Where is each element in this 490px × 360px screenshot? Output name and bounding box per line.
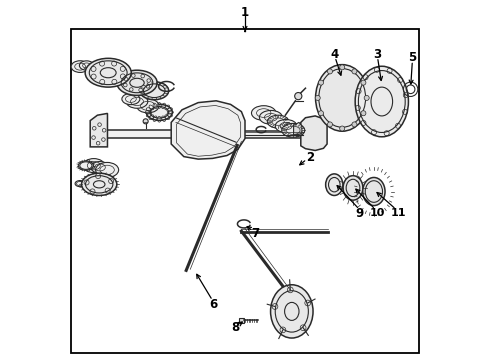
Ellipse shape	[316, 65, 369, 131]
Text: 5: 5	[408, 51, 416, 64]
Ellipse shape	[83, 158, 104, 173]
Ellipse shape	[96, 162, 119, 177]
Circle shape	[315, 95, 320, 100]
Text: 9: 9	[355, 207, 364, 220]
Ellipse shape	[71, 61, 89, 72]
Text: 8: 8	[231, 321, 239, 334]
Text: 3: 3	[373, 48, 382, 60]
Circle shape	[318, 80, 323, 85]
Ellipse shape	[275, 120, 297, 132]
Text: 7: 7	[252, 227, 260, 240]
Ellipse shape	[270, 285, 313, 338]
Circle shape	[318, 111, 323, 116]
Ellipse shape	[355, 66, 409, 137]
Ellipse shape	[268, 115, 289, 128]
Polygon shape	[107, 130, 173, 138]
Text: 10: 10	[370, 208, 385, 218]
Text: 2: 2	[306, 151, 314, 164]
Ellipse shape	[75, 181, 85, 187]
Polygon shape	[239, 318, 245, 323]
Text: 6: 6	[209, 298, 218, 311]
Ellipse shape	[126, 95, 148, 108]
Ellipse shape	[343, 176, 363, 200]
Ellipse shape	[78, 161, 94, 170]
Ellipse shape	[147, 104, 172, 121]
Polygon shape	[171, 101, 245, 159]
Ellipse shape	[282, 123, 305, 137]
Ellipse shape	[117, 70, 157, 95]
Ellipse shape	[140, 82, 169, 100]
Polygon shape	[245, 131, 301, 138]
Polygon shape	[90, 113, 107, 147]
Text: 1: 1	[241, 6, 249, 19]
Text: 4: 4	[331, 48, 339, 60]
Ellipse shape	[85, 58, 131, 87]
Ellipse shape	[81, 173, 117, 195]
Circle shape	[143, 119, 148, 124]
Circle shape	[352, 122, 357, 127]
Circle shape	[361, 80, 366, 85]
Circle shape	[352, 69, 357, 74]
Ellipse shape	[363, 177, 385, 206]
Ellipse shape	[326, 174, 343, 195]
Circle shape	[340, 126, 345, 131]
Ellipse shape	[251, 106, 276, 120]
Polygon shape	[294, 122, 302, 135]
Text: 11: 11	[391, 208, 406, 218]
Ellipse shape	[91, 162, 109, 173]
Circle shape	[361, 111, 366, 116]
Ellipse shape	[122, 93, 140, 105]
Circle shape	[364, 95, 369, 100]
Ellipse shape	[79, 61, 94, 70]
Circle shape	[340, 65, 345, 70]
Circle shape	[327, 122, 333, 127]
Polygon shape	[301, 116, 327, 150]
Circle shape	[327, 69, 333, 74]
Ellipse shape	[259, 111, 282, 124]
Ellipse shape	[137, 99, 159, 113]
Circle shape	[294, 93, 302, 100]
